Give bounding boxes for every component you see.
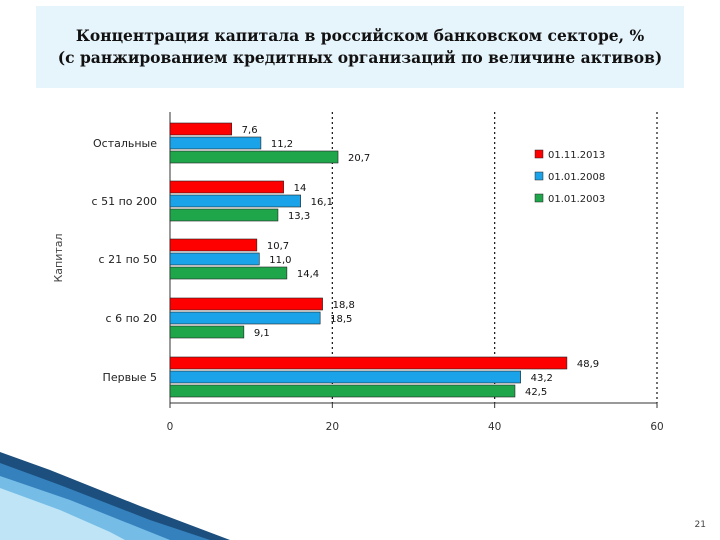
value-label: 18,8 xyxy=(333,300,355,311)
chart-subtitle: (с ранжированием кредитных организаций п… xyxy=(57,48,663,67)
bar xyxy=(169,150,339,164)
bar xyxy=(169,384,516,398)
bar xyxy=(169,238,258,252)
value-label: 20,7 xyxy=(348,153,370,164)
value-label: 14 xyxy=(294,183,307,194)
chart-title: Концентрация капитала в российском банко… xyxy=(75,26,645,45)
value-label: 14,4 xyxy=(297,269,319,280)
bar xyxy=(169,311,321,325)
value-label: 48,9 xyxy=(577,359,599,370)
bar xyxy=(169,194,301,208)
page-number: 21 xyxy=(694,520,706,530)
value-label: 9,1 xyxy=(254,328,270,339)
bar xyxy=(169,208,279,222)
legend-swatch xyxy=(534,193,544,203)
value-labels: 7,6 14 10,7 18,8 48,9 11,2 16,1 11,0 18,5 43,2 20,… xyxy=(242,125,599,398)
value-label: 11,2 xyxy=(271,139,293,150)
category-labels: Остальные с 51 по 200 с 21 по 50 с 6 по 20 П… xyxy=(92,137,158,384)
decorative-wave xyxy=(0,452,230,540)
x-tick-label: 0 xyxy=(167,421,174,433)
bar xyxy=(169,122,232,136)
bar xyxy=(169,266,288,280)
bar xyxy=(169,325,245,339)
bars xyxy=(169,122,568,398)
bar xyxy=(169,297,323,311)
value-label: 43,2 xyxy=(531,373,553,384)
y-axis-label: Капитал xyxy=(52,233,65,282)
bar xyxy=(169,252,260,266)
x-tick-labels: 0 20 40 60 xyxy=(167,421,664,433)
value-label: 16,1 xyxy=(311,197,333,208)
value-label: 11,0 xyxy=(269,255,291,266)
value-label: 18,5 xyxy=(330,314,352,325)
value-label: 42,5 xyxy=(525,387,547,398)
legend-label: 01.01.2003 xyxy=(548,194,605,205)
legend: 01.11.2013 01.01.2008 01.01.2003 xyxy=(534,149,605,205)
legend-swatch xyxy=(534,149,544,159)
legend-swatch xyxy=(534,171,544,181)
category-label: с 51 по 200 xyxy=(92,195,157,208)
value-label: 10,7 xyxy=(267,241,289,252)
value-label: 13,3 xyxy=(288,211,310,222)
bar xyxy=(169,356,568,370)
category-label: Остальные xyxy=(93,137,157,150)
x-tick-label: 60 xyxy=(650,421,663,433)
bar xyxy=(169,180,284,194)
category-label: Первые 5 xyxy=(103,371,157,384)
category-label: с 21 по 50 xyxy=(99,253,157,266)
legend-label: 01.01.2008 xyxy=(548,172,605,183)
category-label: с 6 по 20 xyxy=(106,312,157,325)
value-label: 7,6 xyxy=(242,125,258,136)
bar xyxy=(169,370,521,384)
x-tick-label: 40 xyxy=(488,421,501,433)
bar xyxy=(169,136,262,150)
legend-label: 01.11.2013 xyxy=(548,150,605,161)
x-tick-label: 20 xyxy=(326,421,339,433)
title-box: Концентрация капитала в российском банко… xyxy=(36,6,684,88)
